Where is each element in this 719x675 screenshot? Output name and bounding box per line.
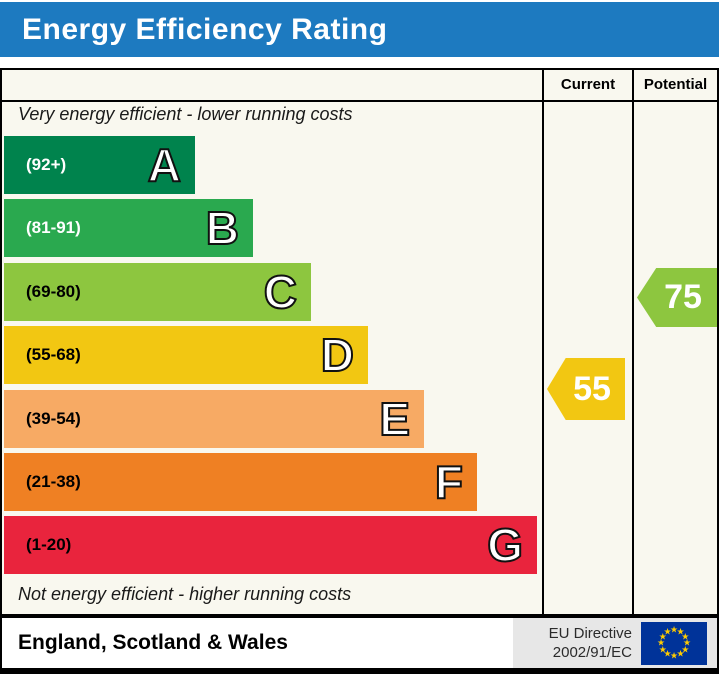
eu-flag-star: ★ — [681, 631, 690, 641]
eu-directive-panel: EU Directive 2002/91/EC ★ ★ ★ ★ ★ ★ ★ ★ ★ ★ ★ ★ — [513, 618, 717, 668]
eu-flag-star: ★ — [663, 626, 672, 637]
band-letter: G — [486, 518, 524, 572]
eu-directive-line1: EU Directive — [548, 624, 632, 642]
band-row-c: (69-80) C — [4, 262, 311, 321]
eu-flag-star: ★ — [663, 648, 672, 659]
current-rating-value: 55 — [573, 369, 611, 408]
eu-directive-text: EU Directive 2002/91/EC — [549, 624, 632, 663]
header-divider — [2, 100, 717, 102]
column-divider-current — [542, 70, 544, 614]
column-header-current: Current — [560, 76, 616, 93]
band-row-g: (1-20) G — [4, 516, 537, 575]
region-label: England, Scotland & Wales — [18, 631, 288, 654]
page-title: Energy Efficiency Rating — [22, 12, 388, 46]
column-divider-potential — [632, 70, 634, 614]
eu-flag-star: ★ — [669, 650, 679, 661]
band-letter: C — [263, 265, 298, 319]
band-letter: E — [378, 392, 411, 446]
band-range-label: (39-54) — [26, 408, 81, 428]
rating-table: Current Potential Very energy efficient … — [0, 68, 719, 616]
band-range-label: (92+) — [26, 155, 67, 174]
band-range-label: (1-20) — [26, 535, 72, 555]
caption-not-efficient: Not energy efficient - higher running co… — [18, 584, 352, 604]
band-letter: D — [320, 328, 355, 382]
band-row-e: (39-54) E — [4, 389, 424, 448]
band-row-a: (92+) A — [4, 136, 195, 194]
eu-flag-star: ★ — [658, 644, 667, 654]
band-letter: F — [434, 455, 464, 509]
band-range-label: (55-68) — [26, 345, 81, 365]
caption-very-efficient: Very energy efficient - lower running co… — [18, 104, 353, 124]
band-row-b: (81-91) B — [4, 199, 253, 258]
band-range-label: (81-91) — [26, 218, 81, 238]
band-letter: A — [147, 138, 182, 192]
band-row-f: (21-38) F — [4, 453, 477, 511]
band-range-label: (69-80) — [26, 281, 81, 301]
eu-flag-icon: ★ ★ ★ ★ ★ ★ ★ ★ ★ ★ ★ ★ — [641, 621, 707, 665]
band-row-d: (55-68) D — [4, 326, 368, 385]
column-header-potential: Potential — [643, 76, 708, 93]
current-rating-marker: 55 — [547, 358, 625, 420]
potential-rating-value: 75 — [664, 278, 702, 316]
eu-flag-star: ★ — [676, 648, 685, 659]
band-letter: B — [205, 201, 240, 255]
title-bar: Energy Efficiency Rating — [0, 2, 719, 57]
eu-flag-star: ★ — [669, 624, 679, 635]
potential-rating-marker: 75 — [637, 268, 717, 327]
eu-flag-star: ★ — [656, 637, 666, 648]
eu-flag-star: ★ — [682, 637, 692, 648]
band-range-label: (21-38) — [26, 472, 81, 491]
eu-flag-star: ★ — [681, 644, 690, 654]
footer: England, Scotland & Wales EU Directive 2… — [0, 616, 719, 674]
eu-directive-line2: 2002/91/EC — [552, 644, 632, 661]
eu-flag-star: ★ — [658, 631, 667, 641]
eu-flag-star: ★ — [676, 626, 685, 637]
